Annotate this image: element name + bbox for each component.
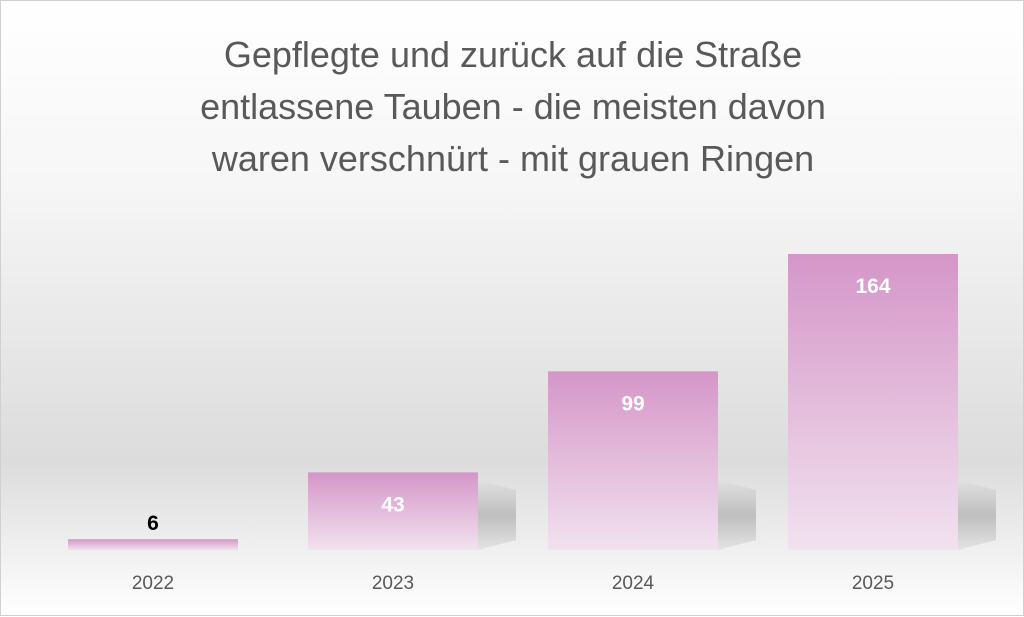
x-tick-label: 2023 <box>372 573 414 594</box>
data-label: 43 <box>381 493 404 516</box>
bar-shadow <box>718 480 756 550</box>
x-tick-label: 2025 <box>852 573 894 594</box>
bar-2024 <box>548 371 718 550</box>
bar-2025 <box>788 254 958 550</box>
data-label: 164 <box>855 275 890 298</box>
data-label: 99 <box>621 392 644 415</box>
x-tick-label: 2024 <box>612 573 655 594</box>
title-line: entlassene Tauben - die meisten davon <box>200 86 826 127</box>
bar-2023 <box>308 472 478 550</box>
title-line: waren verschnürt - mit grauen Ringen <box>211 138 815 179</box>
x-tick-label: 2022 <box>132 573 174 594</box>
bar-shadow <box>478 480 516 550</box>
bar-2022 <box>68 539 238 550</box>
chart-title: Gepflegte und zurück auf die Straße entl… <box>1 29 1024 185</box>
data-label: 6 <box>147 512 159 535</box>
bar-shadow <box>958 480 996 550</box>
title-line: Gepflegte und zurück auf die Straße <box>223 34 803 75</box>
